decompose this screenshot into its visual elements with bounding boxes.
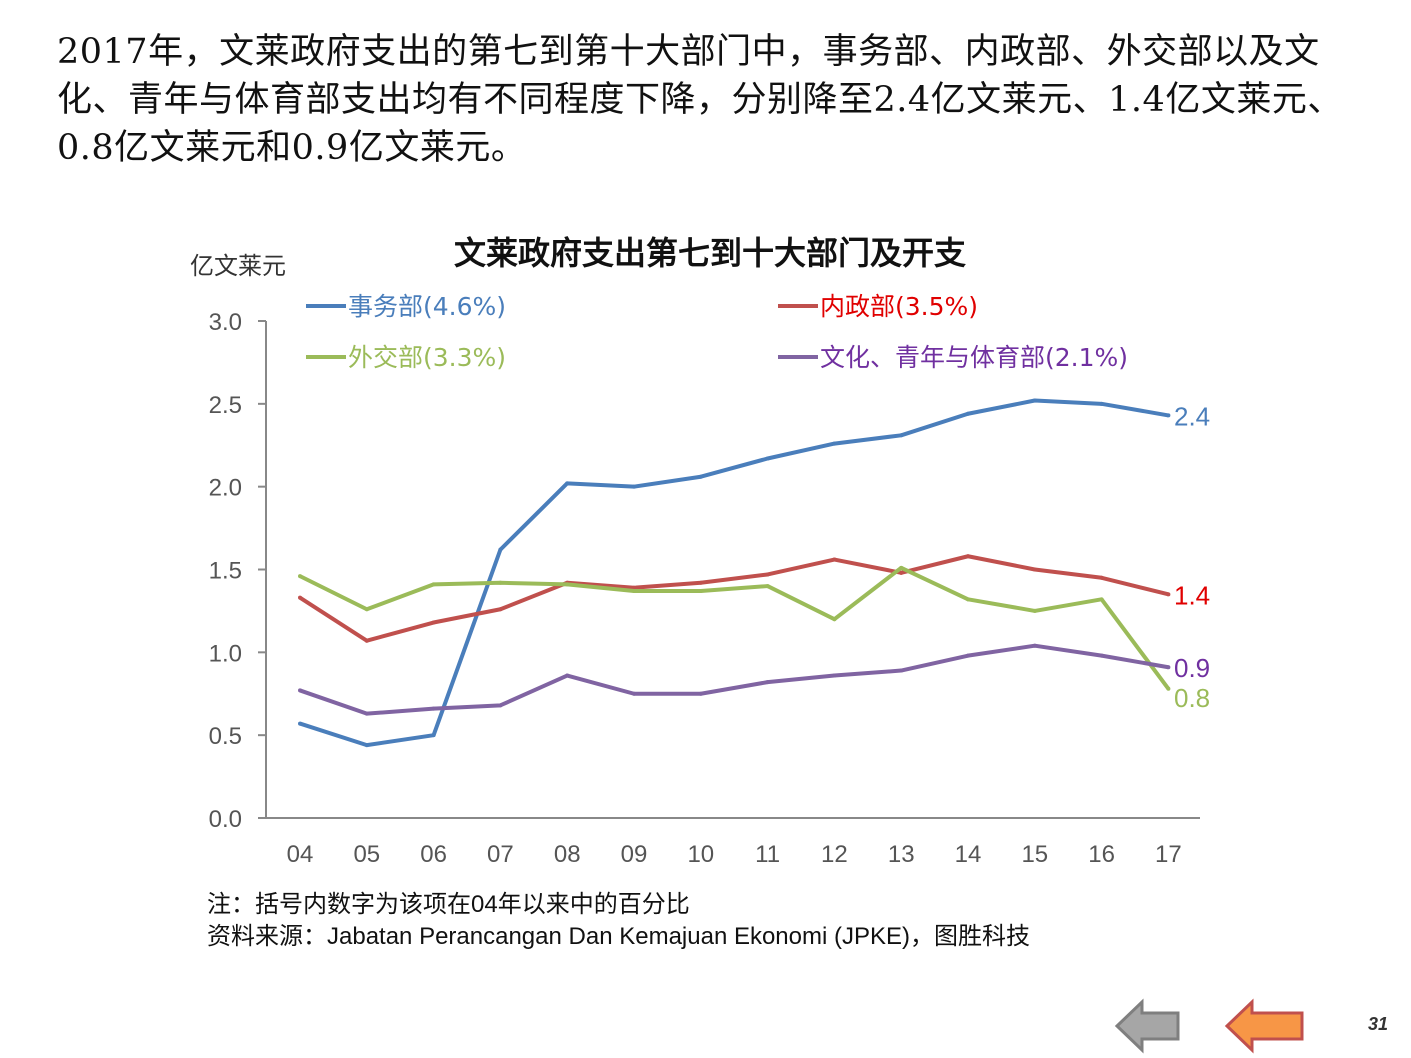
data-point [1166,592,1171,597]
data-point [832,441,837,446]
data-point [1099,597,1104,602]
x-tick-label: 16 [1088,841,1115,868]
data-point [899,433,904,438]
chart-source: 资料来源：Jabatan Perancangan Dan Kemajuan Ek… [207,923,1031,950]
page-number: 31 [1368,1014,1389,1034]
series-line-2 [299,565,1171,690]
data-point [899,565,904,570]
headline-text: 2017年，文莱政府支出的第七到第十大部门中，事务部、内政部、外交部以及文化、青… [57,32,1343,168]
data-point [1099,401,1104,406]
x-tick-label: 17 [1155,841,1182,868]
y-tick-label: 3.0 [209,309,242,336]
data-point [632,589,636,594]
data-point [632,484,636,489]
data-point [832,673,837,678]
data-point [565,481,570,486]
data-point [765,584,770,589]
x-tick-label: 15 [1021,841,1048,868]
data-point [1166,413,1171,418]
y-tick-label: 1.0 [209,640,242,667]
data-point [498,607,503,612]
data-point [431,733,436,738]
x-tick-label: 09 [621,841,648,868]
data-point [698,589,703,594]
data-point [431,620,436,625]
data-point [1032,567,1037,572]
next-arrow-icon[interactable] [1224,998,1304,1054]
data-point [632,691,636,696]
data-point [1166,686,1171,691]
x-tick-label: 13 [888,841,915,868]
data-point [899,570,904,575]
legend-label-2: 外交部(3.3%) [348,343,506,372]
data-point [565,582,570,587]
data-point [632,585,636,590]
data-point [298,574,302,579]
data-point [698,691,703,696]
x-tick-label: 14 [955,841,982,868]
x-tick-label: 05 [353,841,380,868]
series-line-0 [299,398,1169,748]
prev-arrow-icon[interactable] [1114,998,1180,1054]
chart-title: 文莱政府支出第七到十大部门及开支 [454,234,966,272]
data-point [832,617,837,622]
x-tick-label: 11 [755,841,780,868]
x-tick-label: 10 [687,841,714,868]
data-point [1032,398,1037,403]
data-point [1032,643,1037,648]
data-point [1099,575,1104,580]
data-point [364,638,369,643]
series-line-1 [298,554,1169,643]
data-point [899,668,904,673]
data-point [364,711,369,716]
series-line-3 [299,643,1169,716]
end-label-3: 0.9 [1174,653,1210,683]
data-point [698,580,703,585]
x-tick-label: 07 [487,841,514,868]
data-point [1166,665,1171,670]
data-point [1032,608,1037,613]
data-point [431,706,436,711]
data-point [498,547,503,552]
end-label-1: 1.4 [1174,580,1210,610]
legend-label-0: 事务部(4.6%) [348,292,506,321]
end-label-0: 2.4 [1174,401,1210,431]
x-tick-label: 04 [287,841,314,868]
data-point [698,474,703,479]
data-point [966,411,970,416]
data-point [565,673,570,678]
legend-label-1: 内政部(3.5%) [820,292,978,321]
y-tick-label: 1.5 [209,558,242,585]
x-tick-label: 06 [420,841,447,868]
y-tick-label: 0.0 [209,806,242,833]
chart-note: 注：括号内数字为该项在04年以来中的百分比 [207,891,690,918]
data-point [298,721,302,726]
data-point [765,456,770,461]
data-point [364,607,369,612]
data-point [1099,653,1104,658]
data-point [966,597,970,602]
y-tick-label: 2.0 [209,475,242,502]
data-point [431,582,436,587]
data-point [966,653,970,658]
data-point [298,595,302,600]
data-point [498,703,503,708]
data-point [298,688,302,693]
data-point [765,572,770,577]
data-point [966,554,970,559]
legend-label-3: 文化、青年与体育部(2.1%) [820,343,1128,372]
data-point [832,557,837,562]
x-tick-label: 08 [554,841,581,868]
data-point [364,743,369,748]
y-tick-label: 0.5 [209,723,242,750]
y-tick-label: 2.5 [209,392,242,419]
x-tick-label: 12 [821,841,848,868]
end-label-2: 0.8 [1174,683,1210,713]
y-axis-label: 亿文莱元 [190,252,286,280]
data-point [498,580,503,585]
data-point [765,680,770,685]
